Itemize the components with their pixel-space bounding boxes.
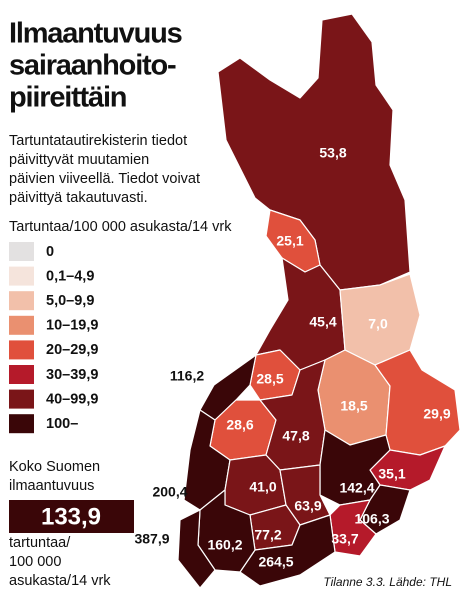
legend-label: 100– — [46, 416, 78, 432]
title-line: Ilmaantuvuus — [9, 18, 182, 50]
description-line: päivittyä takautuvasti. — [9, 190, 148, 206]
title-line: piireittäin — [9, 82, 126, 114]
region-label: 29,9 — [423, 406, 450, 422]
region-label: 77,2 — [254, 527, 281, 543]
region-label: 35,1 — [378, 466, 405, 482]
total-unit: asukasta/14 vrk — [9, 573, 111, 589]
total-box — [9, 500, 134, 533]
total-unit: tartuntaa/ — [9, 535, 71, 551]
region-label: 142,4 — [339, 480, 374, 496]
legend-swatch — [9, 315, 34, 335]
total-value: 133,9 — [41, 503, 101, 530]
legend-label: 0 — [46, 244, 54, 260]
region — [239, 514, 336, 587]
region-label: 387,9 — [134, 531, 169, 547]
region-label: 41,0 — [249, 479, 276, 495]
region-label: 200,4 — [152, 484, 187, 500]
region-label: 160,2 — [207, 537, 242, 553]
region — [329, 499, 377, 557]
legend-swatch — [9, 266, 34, 286]
description-line: päivien viiveellä. Tiedot voivat — [9, 171, 200, 187]
region-label: 28,6 — [226, 417, 253, 433]
region-label: 106,3 — [354, 511, 389, 527]
region-label: 63,9 — [294, 498, 321, 514]
region — [177, 509, 216, 589]
total-heading: ilmaantuvuus — [9, 478, 94, 494]
region-label: 33,7 — [331, 531, 358, 547]
legend-swatch — [9, 414, 34, 434]
legend-title: Tartuntaa/100 000 asukasta/14 vrk — [9, 219, 232, 235]
region-label: 45,4 — [309, 314, 336, 330]
region-label: 47,8 — [282, 428, 309, 444]
legend-swatch — [9, 389, 34, 409]
legend-swatch — [9, 340, 34, 360]
legend-label: 0,1–4,9 — [46, 268, 94, 284]
legend-label: 10–19,9 — [46, 318, 98, 334]
total-heading: Koko Suomen — [9, 459, 100, 475]
region-label: 264,5 — [258, 554, 293, 570]
region-label: 28,5 — [256, 371, 283, 387]
legend-swatch — [9, 242, 34, 261]
description-line: Tartuntatautirekisterin tiedot — [9, 133, 187, 149]
legend-swatch — [9, 291, 34, 311]
region-label: 53,8 — [319, 145, 346, 161]
region-label: 25,1 — [276, 233, 303, 249]
legend-label: 20–29,9 — [46, 342, 98, 358]
region-label: 18,5 — [340, 398, 367, 414]
legend-label: 30–39,9 — [46, 367, 98, 383]
map — [177, 13, 461, 589]
legend-label: 5,0–9,9 — [46, 293, 94, 309]
legend-label: 40–99,9 — [46, 391, 98, 407]
source: Tilanne 3.3. Lähde: THL — [323, 575, 452, 589]
region-label: 116,2 — [170, 368, 204, 384]
legend-swatch — [9, 365, 34, 384]
title-line: sairaanhoito- — [9, 50, 176, 82]
region-label: 7,0 — [368, 316, 388, 332]
description-line: päivittyvät muutamien — [9, 152, 149, 168]
total-unit: 100 000 — [9, 554, 61, 570]
